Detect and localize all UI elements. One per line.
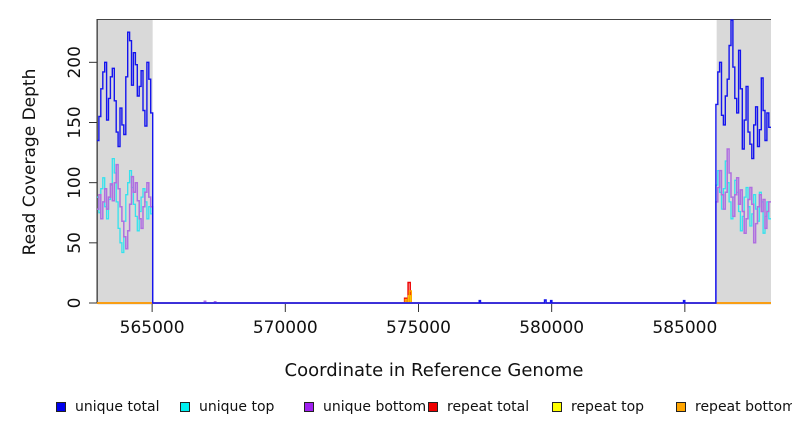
y-axis-tick-label: 0: [65, 298, 85, 309]
legend-label: repeat top: [571, 399, 645, 415]
y-axis-tick-label: 50: [65, 232, 85, 254]
series-line-unique-top: [97, 157, 771, 304]
x-axis-tick-label: 570000: [253, 318, 318, 338]
legend-label: unique bottom: [323, 399, 427, 415]
legend-swatch-icon: [428, 402, 438, 412]
legend-item-unique-bottom: unique bottom: [304, 399, 426, 415]
legend-item-repeat-top: repeat top: [552, 399, 644, 415]
legend-label: unique top: [199, 399, 275, 415]
legend-swatch-icon: [304, 402, 314, 412]
legend-swatch-icon: [552, 402, 562, 412]
legend-label: repeat total: [447, 399, 530, 415]
series-line-repeat-top: [97, 295, 771, 304]
legend-swatch-icon: [676, 402, 686, 412]
y-axis-tick-label: 100: [65, 166, 85, 198]
legend-item-repeat-bottom: repeat bottom: [676, 399, 792, 415]
legend-item-unique-top: unique top: [180, 399, 274, 415]
y-axis-tick-label: 200: [65, 46, 85, 78]
x-axis-title: Coordinate in Reference Genome: [284, 360, 584, 381]
series-line-unique-total: [97, 19, 771, 304]
chart-canvas: 565000 570000 575000 580000 585000 0 50 100 150 2…: [65, 19, 771, 338]
y-axis-title: Read Coverage Depth: [20, 68, 40, 256]
legend-item-repeat-total: repeat total: [428, 399, 529, 415]
legend-item-unique-total: unique total: [56, 399, 159, 415]
series-line-repeat-total: [97, 281, 771, 304]
y-axis-tick-label: 150: [65, 106, 85, 138]
legend-swatch-icon: [180, 402, 190, 412]
chart-legend: unique total unique top unique bottom repea…: [0, 399, 792, 421]
legend-label: unique total: [75, 399, 160, 415]
x-axis-tick-label: 575000: [386, 318, 451, 338]
x-axis-tick-label: 580000: [519, 318, 584, 338]
legend-swatch-icon: [56, 402, 66, 412]
series-line-repeat-bottom: [97, 290, 771, 304]
x-axis-tick-label: 585000: [652, 318, 717, 338]
plot-frame: [97, 19, 771, 304]
legend-label: repeat bottom: [695, 399, 792, 415]
series-line-unique-bottom: [97, 148, 771, 304]
x-axis-tick-label: 565000: [120, 318, 185, 338]
